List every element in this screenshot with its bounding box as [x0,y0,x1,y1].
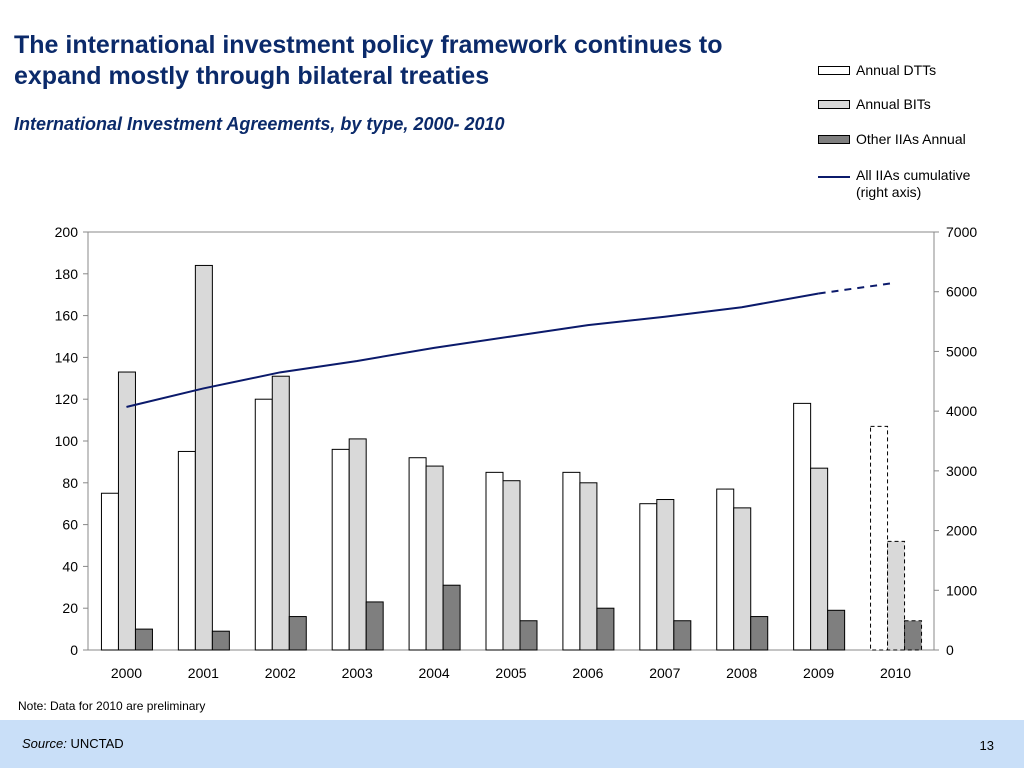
y-left-tick-label: 120 [55,391,79,407]
y-left-tick-label: 180 [55,266,79,282]
bar-other [904,620,923,651]
chart-subtitle: International Investment Agreements, by … [14,114,505,134]
footer-bar: Source: UNCTAD 13 [0,720,1024,768]
page-number: 13 [979,738,994,753]
legend-label-cumulative: All IIAs cumulative (right axis) [856,167,971,200]
x-tick-label: 2010 [880,665,911,681]
y-right-tick-label: 2000 [946,523,977,539]
y-left-tick-label: 80 [62,475,78,491]
bar-dtts [793,402,812,651]
y-left-tick-label: 160 [55,308,79,324]
legend-item-dtts: Annual DTTs [818,62,1006,79]
y-left-tick-label: 60 [62,517,78,533]
y-left-tick-label: 40 [62,558,78,574]
bar-dtts [177,450,196,651]
bar-other [211,630,230,651]
bar-other [827,609,846,651]
source-line: Source: UNCTAD [22,736,124,751]
bar-other [596,607,615,651]
x-tick-label: 2005 [495,665,526,681]
bar-dtts [331,448,350,651]
bar-line-chart: 0204060801001201401601802000100020003000… [55,224,978,681]
bar-other [673,620,692,651]
x-tick-label: 2009 [803,665,834,681]
bar-dtts [870,425,889,651]
source-value: UNCTAD [70,736,124,751]
x-tick-label: 2003 [342,665,373,681]
cumulative-line-preliminary [818,281,896,295]
bar-dtts [100,492,119,651]
y-right-tick-label: 3000 [946,463,977,479]
bar-other [750,616,769,651]
y-right-tick-label: 7000 [946,224,977,240]
y-right-tick-label: 1000 [946,582,977,598]
x-tick-label: 2000 [111,665,142,681]
bar-other [519,620,538,651]
x-tick-label: 2001 [188,665,219,681]
x-tick-label: 2007 [649,665,680,681]
bar-bits [810,467,829,651]
source-label: Source: [22,736,67,751]
bar-bits [656,499,675,651]
y-left-tick-label: 140 [55,349,79,365]
bar-bits [887,540,906,651]
x-tick-label: 2004 [419,665,450,681]
bar-dtts [716,488,735,651]
legend-swatch-bits [818,100,850,109]
bar-other [365,601,384,651]
bar-bits [733,507,752,651]
legend-label-dtts: Annual DTTs [856,62,937,78]
legend-swatch-cumulative [818,176,850,178]
y-right-tick-label: 0 [946,642,954,658]
legend-item-bits: Annual BITs [818,96,1006,113]
bar-bits [425,465,444,651]
y-left-tick-label: 100 [55,433,79,449]
bar-other [442,584,461,651]
bar-bits [348,438,367,651]
legend-item-other: Other IIAs Annual [818,131,1006,148]
x-tick-label: 2002 [265,665,296,681]
legend-label-other: Other IIAs Annual [856,131,966,147]
legend-label-bits: Annual BITs [856,96,931,112]
x-tick-label: 2008 [726,665,757,681]
y-left-tick-label: 20 [62,600,78,616]
bar-bits [271,375,290,651]
bar-dtts [485,471,504,651]
legend-swatch-other [818,135,850,144]
bar-dtts [639,503,658,651]
y-right-tick-label: 5000 [946,343,977,359]
legend-item-cumulative: All IIAs cumulative (right axis) [818,167,1006,201]
bar-bits [194,264,213,651]
y-right-tick-label: 6000 [946,284,977,300]
slide-title: The international investment policy fram… [14,31,723,90]
bar-bits [502,480,521,651]
legend-swatch-dtts [818,66,850,75]
chart-note: Note: Data for 2010 are preliminary [18,699,206,713]
bar-dtts [254,398,273,651]
bar-bits [579,482,598,651]
y-left-tick-label: 200 [55,224,79,240]
bar-dtts [408,457,427,651]
bar-bits [117,371,136,651]
x-tick-label: 2006 [572,665,603,681]
y-left-tick-label: 0 [70,642,78,658]
bar-other [134,628,153,651]
bar-other [288,616,307,651]
y-right-tick-label: 4000 [946,403,977,419]
bar-dtts [562,471,581,651]
cumulative-line [126,292,819,408]
